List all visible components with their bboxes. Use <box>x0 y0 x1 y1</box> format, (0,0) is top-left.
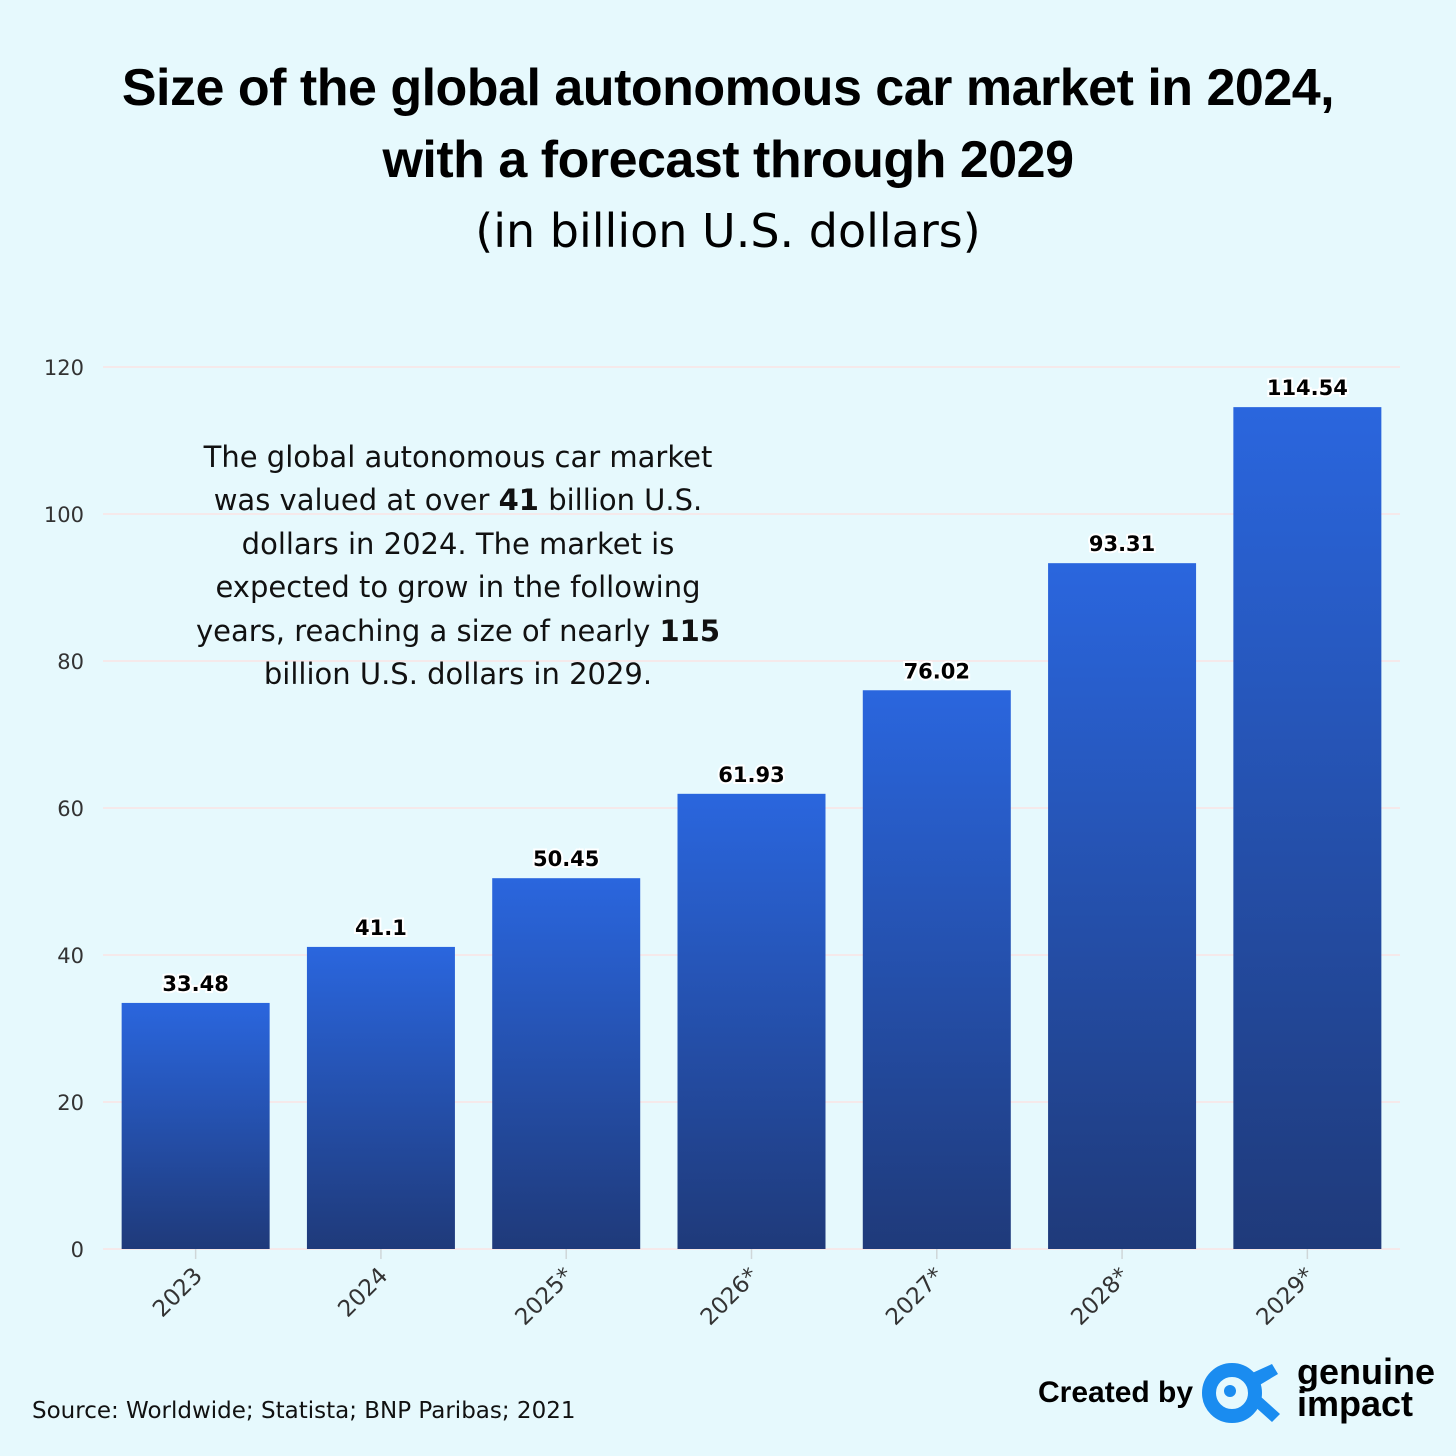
bar-value-label: 114.54 <box>1267 376 1348 400</box>
bar-value-label: 50.45 <box>533 847 599 871</box>
x-tick-label: 2029* <box>1252 1263 1320 1331</box>
bar-2029 <box>1233 407 1382 1250</box>
y-axis-tick-labels: 0 20 40 60 80 100 120 <box>44 356 84 1262</box>
annotation-text-3: billion U.S. dollars in 2029. <box>263 657 653 692</box>
x-tick-label: 2026* <box>696 1263 764 1331</box>
bar-2023 <box>121 1002 270 1249</box>
bar-value-labels: 33.48 41.1 50.45 61.93 76.02 93.31 114.54 <box>160 374 1349 998</box>
bar-value-label: 93.31 <box>1089 532 1155 556</box>
y-tick-label: 20 <box>57 1091 84 1115</box>
bar-value-label: 33.48 <box>162 972 228 996</box>
x-tick-label: 2028* <box>1066 1263 1134 1331</box>
y-tick-label: 80 <box>57 650 84 674</box>
bar-value-label: 61.93 <box>718 763 784 787</box>
annotation-highlight-2024-value: 41 <box>498 483 539 518</box>
brand-name-line-2: impact <box>1297 1383 1414 1424</box>
annotation-text-2: billion U.S. dollars in 2024. The market… <box>195 483 703 648</box>
x-tick-label: 2025* <box>511 1263 579 1331</box>
brand-name: genuine impact <box>1297 1351 1436 1424</box>
x-tick-label: 2023 <box>148 1263 208 1323</box>
source-note: Source: Worldwide; Statista; BNP Paribas… <box>32 1398 576 1424</box>
genuine-impact-logo-icon <box>1202 1363 1280 1423</box>
annotation-highlight-2029-value: 115 <box>659 613 721 648</box>
y-tick-label: 120 <box>44 356 84 380</box>
brand-name-line-1: genuine <box>1297 1351 1436 1392</box>
bar-2028 <box>1048 563 1197 1249</box>
y-tick-label: 40 <box>57 944 84 968</box>
y-tick-label: 60 <box>57 797 84 821</box>
bar-value-label: 76.02 <box>904 659 970 683</box>
y-tick-label: 0 <box>71 1238 84 1262</box>
bar-value-label: 41.1 <box>355 916 407 940</box>
bar-2026 <box>677 793 826 1249</box>
x-tick-label: 2027* <box>881 1263 949 1331</box>
bar-2025 <box>492 878 641 1249</box>
y-tick-label: 100 <box>44 503 84 527</box>
bar-2024 <box>306 946 455 1249</box>
chart-title-line-2: with a forecast through 2029 <box>382 131 1074 189</box>
x-axis-tick-labels: 2023 2024 2025* 2026* 2027* 2028* 2029* <box>148 1249 1320 1331</box>
annotation-text-1: The global autonomous car market was val… <box>203 440 713 518</box>
bar-2027 <box>862 690 1011 1249</box>
x-tick-label: 2024 <box>333 1263 393 1323</box>
chart-title: Size of the global autonomous car market… <box>0 52 1456 196</box>
chart-annotation: The global autonomous car market was val… <box>180 436 736 696</box>
chart-subtitle: (in billion U.S. dollars) <box>475 204 981 258</box>
created-by-label: Created by <box>1038 1376 1194 1409</box>
chart-title-line-1: Size of the global autonomous car market… <box>121 59 1335 117</box>
bars <box>121 407 1382 1250</box>
